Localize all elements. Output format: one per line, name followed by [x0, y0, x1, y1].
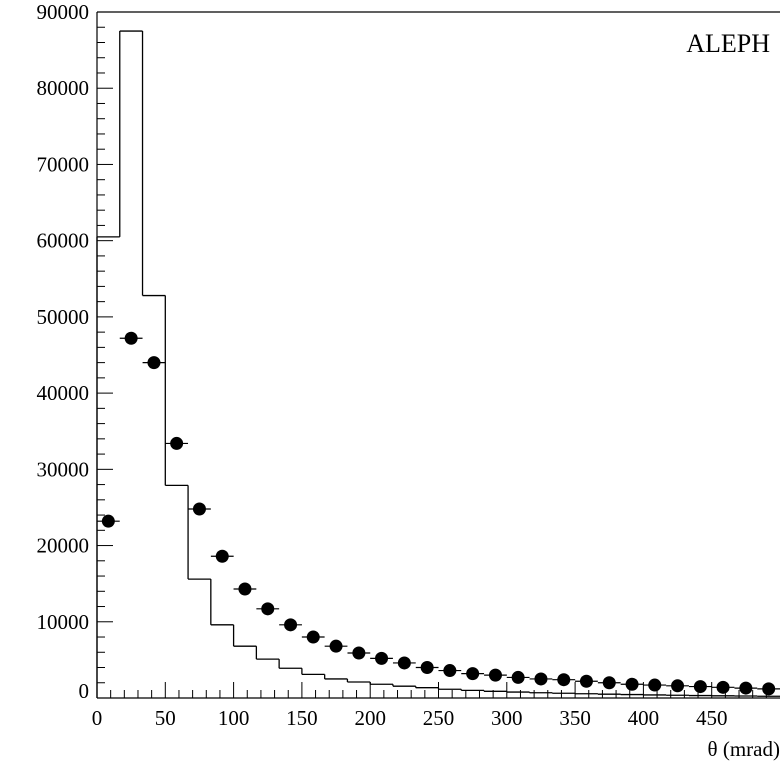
data-point: [261, 602, 275, 616]
data-point: [671, 679, 685, 693]
x-tick-label: 250: [423, 706, 455, 730]
histogram-layer: [96, 30, 780, 698]
text-layer: ALEPH θ (mrad): [686, 29, 780, 761]
y-tick-label: 70000: [37, 152, 90, 176]
data-point: [488, 668, 502, 682]
data-point: [215, 549, 229, 563]
y-tick-label: 90000: [37, 0, 90, 24]
y-tick-label: 60000: [37, 229, 90, 253]
y-tick-label: 40000: [37, 381, 90, 405]
y-tick-label: 30000: [37, 457, 90, 481]
data-point: [557, 673, 571, 687]
data-point: [648, 678, 662, 692]
x-tick-label: 100: [218, 706, 250, 730]
x-tick-label: 450: [696, 706, 728, 730]
x-tick-label: 300: [491, 706, 523, 730]
data-point: [625, 677, 639, 691]
axes-layer: 0 10000 20000 30000 40000 50000 60000 70000 8000…: [37, 0, 780, 730]
data-point: [124, 331, 138, 345]
data-point: [443, 664, 457, 678]
y-tick-label: 0: [79, 679, 90, 703]
data-point: [329, 639, 343, 653]
data-point: [420, 661, 434, 675]
y-tick-label: 80000: [37, 76, 90, 100]
data-point: [511, 670, 525, 684]
data-point: [375, 651, 389, 665]
x-tick-label: 150: [286, 706, 318, 730]
data-point: [397, 656, 411, 670]
data-point: [739, 681, 753, 695]
x-tick-label: 400: [628, 706, 660, 730]
data-point: [147, 356, 161, 370]
data-point: [534, 672, 548, 686]
data-point: [693, 680, 707, 694]
data-point: [101, 514, 115, 528]
x-tick-label: 200: [354, 706, 386, 730]
x-tick-label: 0: [92, 706, 103, 730]
y-tick-label: 10000: [37, 610, 90, 634]
y-tick-label: 50000: [37, 305, 90, 329]
data-point: [602, 676, 616, 690]
data-point: [579, 674, 593, 688]
data-point: [238, 582, 252, 596]
x-tick-label: 50: [155, 706, 176, 730]
data-point: [352, 646, 366, 660]
points-layer: [96, 331, 780, 696]
data-point: [716, 680, 730, 694]
x-axis-label: θ (mrad): [708, 737, 780, 761]
data-point: [466, 667, 480, 681]
y-tick-label: 20000: [37, 534, 90, 558]
data-point: [284, 618, 298, 632]
data-point: [192, 502, 206, 516]
data-point: [762, 682, 776, 696]
x-tick-label: 350: [559, 706, 591, 730]
data-point: [170, 436, 184, 450]
chart-title: ALEPH: [686, 29, 770, 58]
data-point: [306, 630, 320, 644]
